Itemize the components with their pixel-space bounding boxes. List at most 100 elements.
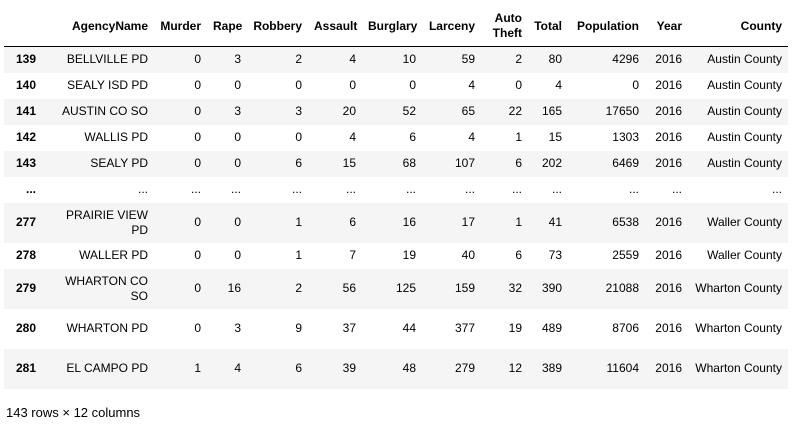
table-body: 139 BELLVILLE PD 0 3 2 4 10 59 2 80 4296 2016 Austin… [4,46,788,389]
table-shape-summary: 143 rows × 12 columns [6,404,141,420]
table-cell: ... [771,182,782,196]
column-header: Rape [207,6,247,47]
table-cell: Wharton County [695,281,782,295]
table-cell: 0 [234,215,241,229]
table-cell: 11604 [606,361,639,375]
table-cell: 377 [454,321,475,335]
table-cell: 15 [548,130,562,144]
table-cell: ... [190,182,201,196]
table-cell: Austin County [707,156,782,170]
row-index: 281 [15,361,36,375]
table-row: 278 WALLER PD 0 0 1 7 19 40 6 73 2559 2016 Waller Co… [4,242,788,269]
table-cell: 0 [194,321,201,335]
table-cell: 0 [349,78,356,92]
ellipsis-row: ....................................... [4,176,788,203]
table-cell: 2016 [655,281,682,295]
dataframe-table: AgencyName Murder Rape Robbery Assault Burgla… [4,6,788,389]
table-cell: 279 [454,361,475,375]
table-cell: 107 [454,156,475,170]
table-cell: 2016 [655,361,682,375]
table-cell: 7 [349,248,356,262]
table-cell: 0 [194,52,201,67]
column-header: Total [528,6,568,47]
table-row: 142 WALLIS PD 0 0 0 4 6 4 1 15 1303 2016 Austin Coun… [4,124,788,151]
table-cell: 202 [541,156,562,170]
table-cell: 44 [402,321,416,335]
table-cell: ... [345,182,356,196]
table-cell: 4 [468,130,475,144]
table-cell: ... [628,182,639,196]
table-cell: ... [291,182,302,196]
table-cell: 2 [295,281,302,295]
row-index: 143 [15,156,36,170]
table-cell: 2016 [655,215,682,229]
table-cell: 15 [342,156,356,170]
row-index: 277 [15,215,36,229]
table-cell: 52 [402,104,416,118]
table-cell: ... [405,182,416,196]
table-cell: 1 [515,215,522,229]
table-cell: 17650 [605,104,639,118]
column-header: Assault [308,6,362,47]
table-cell: ... [551,182,562,196]
table-cell: 1 [194,361,201,375]
table-cell: 6 [295,361,302,375]
table-cell: 0 [234,78,241,92]
table-cell: 59 [461,52,475,67]
table-cell: 2 [295,52,302,67]
table-cell: 65 [461,104,475,118]
table-cell: 12 [508,361,522,375]
table-cell: Austin County [707,78,782,92]
table-cell: 0 [632,78,639,92]
table-cell: 4 [349,52,356,67]
table-cell: WALLIS PD [84,130,148,144]
table-cell: 0 [409,78,416,92]
header-row: AgencyName Murder Rape Robbery Assault Burgla… [4,6,788,47]
table-cell: 125 [395,281,416,295]
row-index: 142 [15,130,36,144]
table-cell: 0 [295,130,302,144]
table-cell: 56 [342,281,356,295]
table-cell: 3 [295,104,302,118]
table-cell: 10 [402,52,416,67]
table-cell: WALLER PD [79,248,148,262]
table-row: 140 SEALY ISD PD 0 0 0 0 0 4 0 4 0 2016 Austin Count… [4,72,788,99]
table-row: 277 PRAIRIE VIEW PD 0 0 1 6 16 17 1 41 6538 2016 Wal… [4,202,788,243]
table-cell: 19 [402,248,416,262]
row-index: 139 [15,52,36,67]
table-cell: 159 [454,281,475,295]
table-cell: 6 [349,215,356,229]
table-cell: 4 [234,361,241,375]
table-cell: 165 [541,104,562,118]
table-cell: 2016 [655,156,682,170]
table-cell: 6 [515,156,522,170]
table-cell: 2016 [655,248,682,262]
table-cell: 6 [515,248,522,262]
table-cell: 8706 [612,321,639,335]
table-cell: 0 [194,104,201,118]
table-cell: 1303 [612,130,639,144]
table-cell: 2016 [655,78,682,92]
table-cell: Waller County [707,215,782,229]
table-row: 139 BELLVILLE PD 0 3 2 4 10 59 2 80 4296 2016 Austin… [4,46,788,73]
table-cell: 390 [541,281,562,295]
table-cell: EL CAMPO PD [66,361,148,375]
table-cell: 37 [342,321,356,335]
table-cell: 2016 [655,104,682,118]
table-cell: ... [511,182,522,196]
table-cell: 80 [548,52,562,67]
column-header: Murder [154,6,207,47]
column-header: Auto Theft [481,6,528,47]
table-cell: 2559 [612,248,639,262]
table-cell: 0 [234,248,241,262]
index-header [4,6,42,47]
table-cell: 17 [461,215,475,229]
table-cell: 389 [541,361,562,375]
table-cell: 2016 [655,52,682,67]
column-header: County [688,6,788,47]
table-cell: 6469 [612,156,639,170]
table-cell: 0 [295,78,302,92]
table-cell: ... [230,182,241,196]
table-row: 143 SEALY PD 0 0 6 15 68 107 6 202 6469 2016 Austin … [4,150,788,177]
table-row: 281 EL CAMPO PD 1 4 6 39 48 279 12 389 11604 2016 Wh… [4,348,788,389]
